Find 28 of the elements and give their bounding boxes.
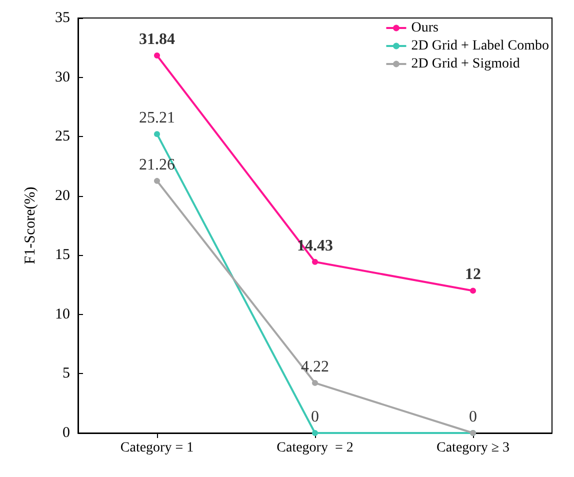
y-tick-label: 25 [55,128,70,145]
data-label: 4.22 [301,358,329,376]
legend-label: 2D Grid + Label Combo [411,38,549,54]
x-tick-label: Category ≥ 3 [436,440,510,456]
point [154,52,160,58]
y-tick-label: 15 [55,247,70,264]
legend-label: 2D Grid + Sigmoid [411,56,520,72]
y-axis-title: F1-Score(%) [22,186,38,264]
point [312,258,318,265]
y-tick-label: 5 [62,366,70,382]
data-label: 31.84 [139,30,175,48]
data-label: 25.21 [139,110,175,127]
point [470,288,476,294]
data-label: 0 [469,408,477,426]
point [312,380,318,386]
y-tick-label: 35 [55,10,70,26]
point [154,178,160,184]
x-tick-label: Category = 1 [120,440,194,456]
x-tick-label: Category = 2 [276,440,354,456]
y-tick-label: 10 [55,306,70,322]
legend-label: Ours [411,20,438,36]
y-tick-label: 0 [62,425,70,441]
y-tick-label: 20 [55,188,70,204]
point [312,430,318,436]
point [154,131,160,138]
data-label: 12 [465,266,481,284]
y-tick-label: 30 [55,69,70,86]
data-label: 0 [311,408,319,426]
